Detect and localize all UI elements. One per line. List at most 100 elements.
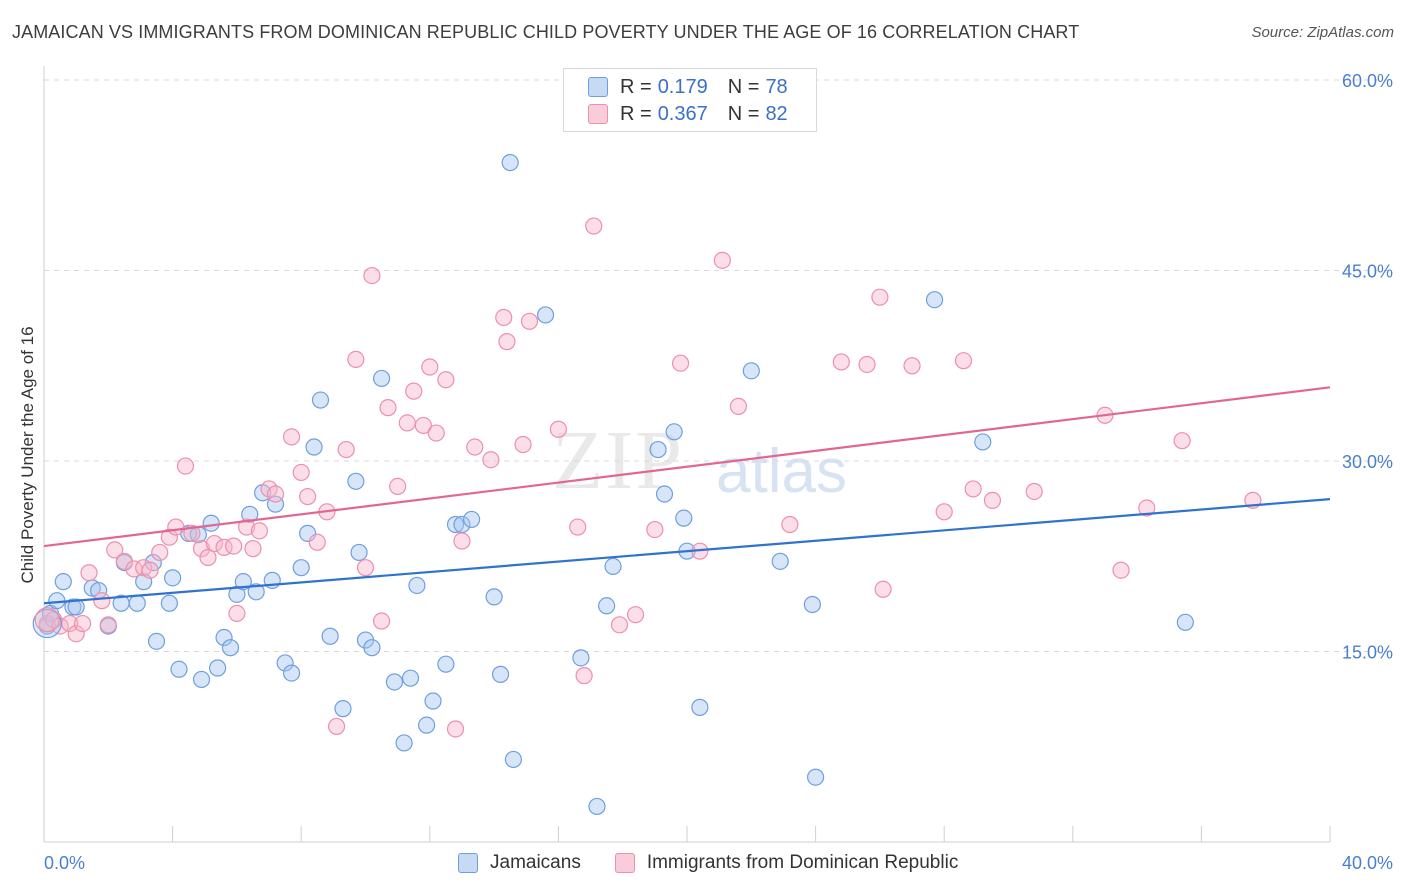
point-dominican	[514, 435, 532, 454]
point-dominican	[646, 520, 664, 539]
point-dominican	[1138, 499, 1156, 517]
point-jamaicans	[209, 659, 227, 677]
point-jamaicans	[588, 797, 606, 816]
point-dominican	[167, 518, 185, 536]
point-dominican	[372, 612, 391, 630]
legend-n-value: 78	[765, 75, 788, 98]
point-dominican	[292, 463, 310, 482]
point-jamaicans	[1176, 613, 1194, 631]
point-jamaicans	[485, 588, 503, 606]
point-dominican	[858, 355, 876, 374]
point-jamaicans	[401, 669, 420, 687]
point-dominican	[80, 564, 98, 582]
point-jamaicans	[321, 627, 339, 645]
point-jamaicans	[170, 660, 188, 678]
point-dominican	[983, 491, 1002, 509]
point-dominican	[781, 515, 799, 534]
point-dominican	[347, 350, 365, 368]
point-dominican	[498, 333, 516, 351]
point-dominican	[398, 414, 416, 432]
point-dominican	[405, 382, 423, 400]
point-dominican	[713, 251, 731, 269]
point-jamaicans	[247, 583, 265, 601]
point-dominican	[141, 561, 159, 579]
point-jamaicans	[67, 598, 85, 616]
point-dominican	[192, 540, 211, 558]
point-dominican	[610, 616, 629, 634]
point-dominican	[585, 217, 603, 235]
point-jamaicans	[372, 369, 391, 388]
point-jamaicans	[363, 639, 381, 657]
point-jamaicans	[649, 440, 667, 459]
point-jamaicans	[408, 576, 426, 595]
point-jamaicans	[803, 595, 821, 614]
legend-n-label: N =	[727, 75, 760, 98]
point-dominican	[106, 541, 124, 559]
point-dominican	[225, 537, 243, 555]
point-jamaicans	[395, 734, 413, 752]
point-dominican	[482, 451, 500, 469]
legend-r-value: 0.179	[657, 75, 708, 98]
point-dominican	[549, 420, 568, 438]
point-dominican	[1025, 482, 1043, 501]
series-legend: Jamaicans Immigrants from Dominican Repu…	[458, 852, 992, 874]
point-dominican	[569, 518, 587, 536]
trendline-dominican	[43, 386, 1331, 548]
point-jamaicans	[691, 698, 709, 716]
point-jamaicans	[501, 153, 519, 172]
y-tick-label: 15.0%	[1342, 643, 1393, 663]
point-jamaicans	[54, 573, 72, 591]
point-jamaicans	[974, 433, 992, 451]
y-tick-label: 60.0%	[1342, 71, 1393, 91]
point-jamaicans	[572, 649, 590, 667]
point-jamaicans	[771, 552, 789, 570]
watermark-atlas: atlas	[716, 437, 847, 506]
point-jamaicans	[604, 557, 622, 576]
point-dominican	[308, 533, 326, 551]
point-jamaicans	[742, 362, 760, 380]
point-dominican	[337, 440, 355, 459]
point-jamaicans	[350, 543, 368, 562]
point-dominican	[250, 522, 269, 540]
legend-row-dominican: R = 0.367 N = 82	[588, 103, 788, 125]
point-jamaicans	[202, 514, 220, 532]
source-label: Source: ZipAtlas.com	[1251, 24, 1394, 41]
point-jamaicans	[221, 639, 240, 657]
point-jamaicans	[311, 391, 330, 409]
series-label-jamaicans: Jamaicans	[490, 852, 581, 873]
point-dominican	[626, 606, 645, 624]
x-tick-label: 40.0%	[1342, 853, 1393, 873]
point-dominican	[466, 438, 484, 456]
legend-n-value: 82	[765, 102, 788, 125]
point-jamaicans	[925, 291, 944, 309]
point-dominican	[299, 487, 317, 506]
point-jamaicans	[192, 670, 211, 689]
point-dominican	[237, 518, 256, 536]
point-jamaicans	[437, 655, 455, 673]
point-jamaicans	[462, 510, 481, 529]
point-dominican	[266, 485, 285, 503]
point-dominican	[228, 604, 246, 623]
legend-r-label: R =	[620, 102, 652, 125]
series-label-dominican: Immigrants from Dominican Republic	[646, 852, 959, 873]
point-jamaicans	[675, 509, 693, 527]
point-dominican	[446, 720, 465, 738]
point-dominican	[575, 667, 593, 685]
point-jamaicans	[347, 472, 365, 490]
y-axis-title: Child Poverty Under the Age of 16	[18, 326, 37, 583]
point-dominican	[199, 548, 217, 567]
point-dominican	[414, 416, 432, 435]
point-jamaicans	[504, 750, 522, 769]
y-tick-label: 30.0%	[1342, 452, 1393, 472]
point-dominican	[67, 625, 85, 643]
point-dominican	[427, 424, 445, 442]
point-jamaicans	[491, 665, 510, 683]
point-jamaicans	[446, 515, 465, 534]
point-dominican	[244, 540, 262, 558]
point-dominican	[832, 353, 850, 371]
point-jamaicans	[241, 505, 259, 523]
point-jamaicans	[128, 594, 146, 612]
point-jamaicans	[417, 716, 436, 734]
legend-n-label: N =	[727, 102, 760, 125]
